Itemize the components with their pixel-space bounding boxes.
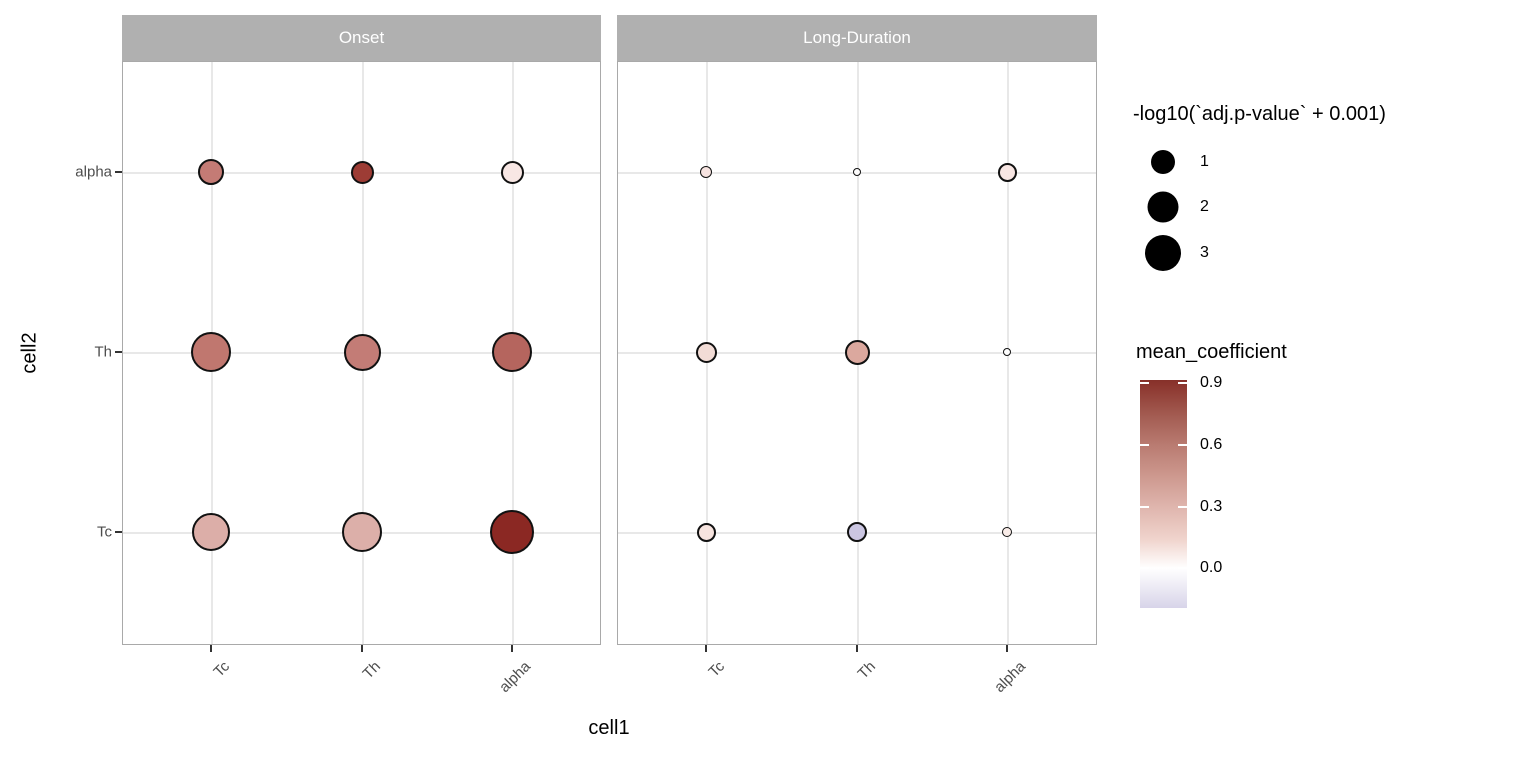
size-legend-label-2: 2	[1200, 198, 1209, 215]
bubble-onset-alpha-th	[492, 332, 532, 372]
facet-strip-label: Onset	[338, 28, 385, 47]
x-axis-tick	[361, 645, 363, 652]
bubble-onset-tc-tc	[192, 513, 230, 551]
x-axis-tick	[511, 645, 513, 652]
x-axis-title: cell1	[588, 717, 630, 739]
x-tick-label-th: Th	[854, 658, 880, 683]
colorbar-tick-right	[1178, 505, 1187, 508]
colorbar-tick-left	[1140, 505, 1149, 508]
y-tick-label-th: Th	[94, 343, 112, 361]
color-legend-title: mean_coefficient	[1136, 341, 1287, 363]
facet-strip-long-duration: Long-Duration	[617, 15, 1097, 61]
colorbar-label-0-3: 0.3	[1200, 497, 1223, 515]
bubble-onset-alpha-alpha	[500, 160, 524, 184]
bubble-long-duration-tc-th	[695, 341, 717, 363]
x-tick-label-th: Th	[359, 658, 385, 683]
x-tick-label-tc: Tc	[210, 658, 234, 681]
bubble-long-duration-th-th	[844, 339, 870, 365]
bubble-long-duration-alpha-th	[1003, 348, 1011, 356]
x-tick-label-tc: Tc	[705, 658, 729, 681]
x-tick-label-alpha: alpha	[496, 658, 535, 696]
x-axis-tick	[1006, 645, 1008, 652]
bubble-long-duration-th-tc	[847, 522, 867, 542]
colorbar-tick-left	[1140, 381, 1149, 384]
y-axis-tick	[115, 531, 122, 533]
bubble-long-duration-alpha-tc	[1002, 527, 1012, 537]
colorbar-gradient	[1140, 380, 1187, 608]
y-axis-title: cell2	[18, 332, 41, 374]
colorbar-label-0-9: 0.9	[1200, 373, 1223, 391]
colorbar-label-0-0: 0.0	[1200, 559, 1223, 577]
facet-strip-onset: Onset	[122, 15, 601, 61]
colorbar-label-0-6: 0.6	[1200, 435, 1223, 453]
size-legend-label-1: 1	[1200, 153, 1209, 170]
y-tick-label-alpha: alpha	[75, 163, 112, 181]
bubble-onset-th-alpha	[350, 160, 374, 184]
x-axis-tick	[705, 645, 707, 652]
colorbar-tick-right	[1178, 567, 1187, 570]
size-legend-dot-3	[1145, 235, 1181, 271]
y-axis-tick	[115, 351, 122, 353]
bubble-onset-tc-th	[191, 332, 231, 372]
bubble-onset-th-tc	[342, 512, 382, 552]
y-tick-label-tc: Tc	[97, 523, 112, 541]
bubble-long-duration-th-alpha	[853, 168, 861, 176]
size-legend-dot-1	[1151, 150, 1175, 174]
bubble-long-duration-tc-tc	[696, 522, 716, 542]
y-axis-tick	[115, 171, 122, 173]
bubble-onset-alpha-tc	[490, 510, 534, 554]
bubble-onset-tc-alpha	[198, 159, 224, 185]
x-axis-tick	[210, 645, 212, 652]
colorbar-tick-left	[1140, 443, 1149, 446]
bubble-onset-th-th	[343, 333, 381, 371]
size-legend-dot-2	[1147, 191, 1179, 223]
colorbar-tick-right	[1178, 443, 1187, 446]
colorbar-tick-left	[1140, 567, 1149, 570]
x-axis-tick	[856, 645, 858, 652]
colorbar-tick-right	[1178, 381, 1187, 384]
bubble-long-duration-alpha-alpha	[997, 162, 1017, 182]
x-tick-label-alpha: alpha	[991, 658, 1030, 696]
size-legend-label-3: 3	[1200, 244, 1209, 261]
size-legend-title: -log10(`adj.p-value` + 0.001)	[1133, 103, 1386, 125]
facet-strip-label: Long-Duration	[803, 28, 911, 47]
bubble-long-duration-tc-alpha	[700, 166, 712, 178]
